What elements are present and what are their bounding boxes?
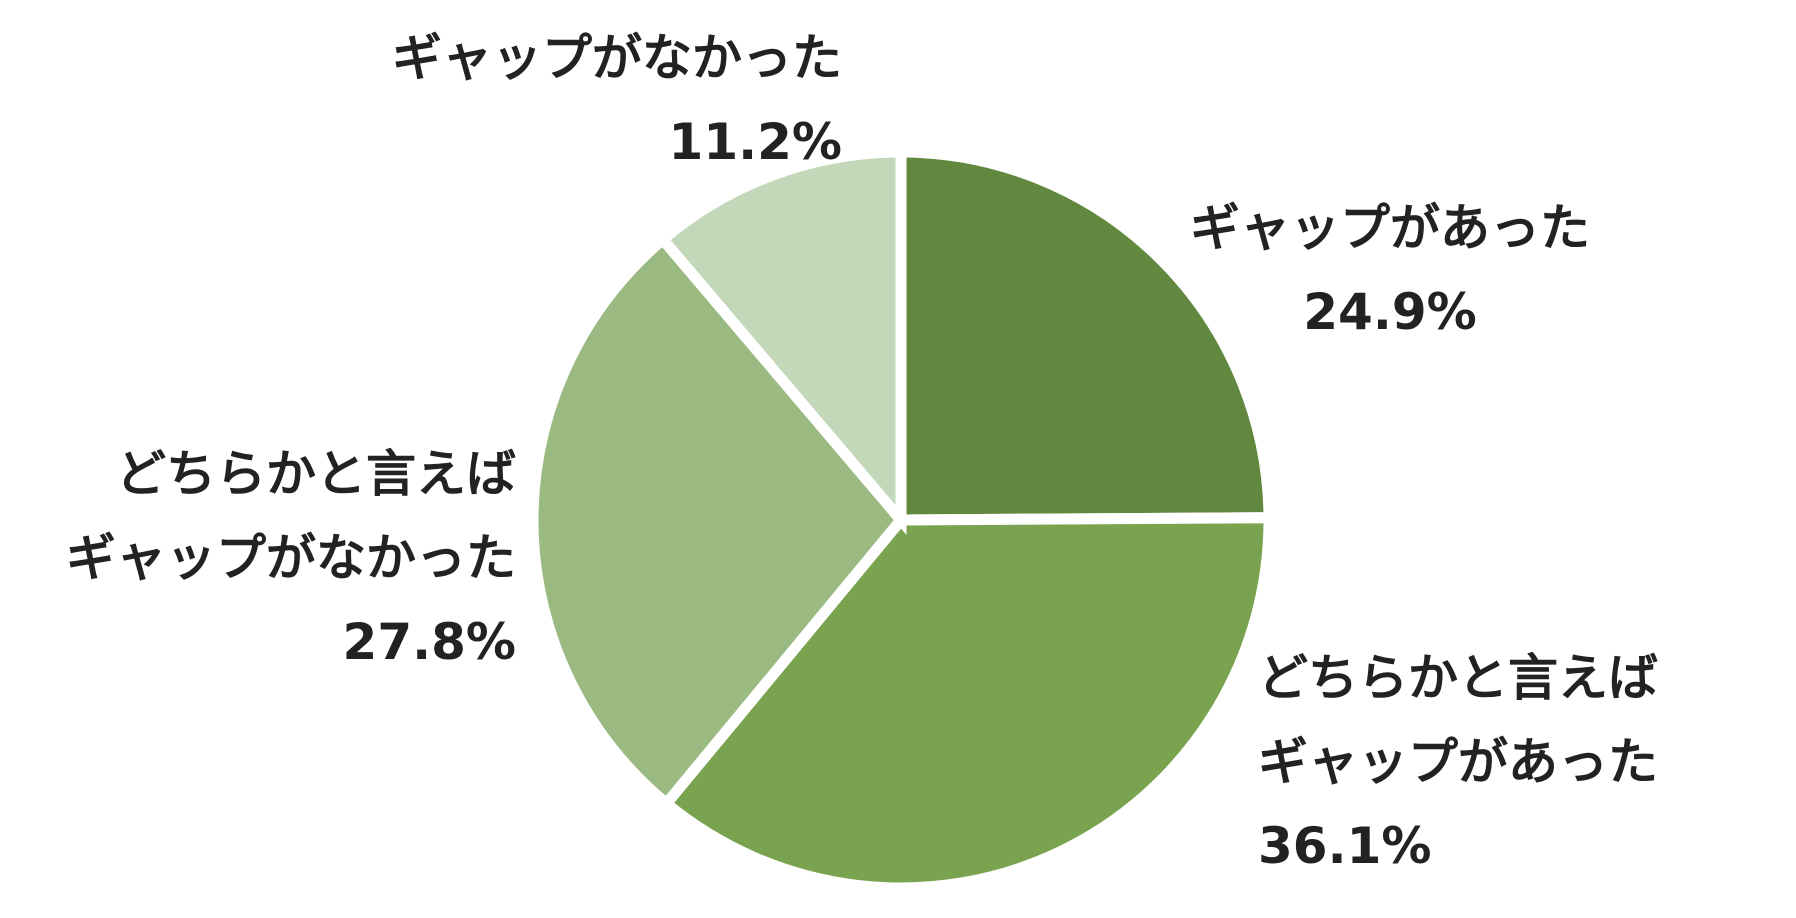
slice-label: どちらかと言えば ギャップがあった 36.1% bbox=[1258, 636, 1658, 888]
category-label: どちらかと言えば ギャップがあった bbox=[1258, 649, 1658, 791]
pie-slice bbox=[658, 512, 1275, 894]
value-label: 27.8% bbox=[342, 613, 516, 671]
pie-slice bbox=[527, 231, 909, 812]
value-label: 36.1% bbox=[1258, 817, 1432, 875]
slice-label: ギャップがあった 24.9% bbox=[1190, 186, 1590, 354]
category-label: どちらかと言えば ギャップがなかった bbox=[66, 445, 516, 587]
pie-slice bbox=[655, 146, 907, 535]
category-label: ギャップがなかった bbox=[392, 29, 842, 87]
category-label: ギャップがあった bbox=[1190, 199, 1590, 257]
pie-slice bbox=[895, 146, 1275, 526]
value-label: 11.2% bbox=[668, 113, 842, 171]
slice-label: どちらかと言えば ギャップがなかった 27.8% bbox=[66, 432, 516, 684]
slice-label: ギャップがなかった 11.2% bbox=[392, 16, 842, 184]
value-label: 24.9% bbox=[1303, 283, 1477, 341]
